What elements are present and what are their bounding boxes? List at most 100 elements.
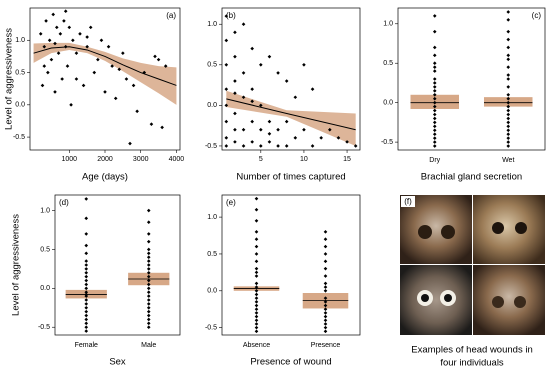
eye: [418, 225, 432, 239]
point: [432, 132, 437, 137]
point: [40, 83, 45, 88]
point: [121, 51, 125, 55]
point: [153, 54, 157, 59]
plot-frame: [221, 7, 361, 151]
point: [432, 100, 437, 105]
x-tick-label: 5: [259, 156, 263, 163]
panel-label: (d): [59, 198, 69, 207]
point: [323, 311, 328, 315]
point: [250, 46, 254, 51]
point: [432, 116, 437, 121]
point: [233, 54, 237, 59]
point: [84, 232, 89, 236]
point: [38, 32, 43, 36]
point: [254, 288, 259, 293]
eye: [514, 296, 526, 308]
x-tick-label: Female: [75, 342, 98, 349]
y-axis-label: Level of aggressiveness: [11, 214, 22, 316]
point: [276, 71, 280, 75]
point: [44, 19, 48, 23]
y-tick-label: 0.5: [40, 246, 50, 253]
point: [47, 38, 52, 43]
point: [432, 85, 437, 89]
panel-label: (a): [166, 11, 176, 20]
point: [146, 239, 151, 244]
point: [254, 292, 259, 297]
point: [146, 305, 151, 310]
point: [84, 302, 89, 306]
point: [254, 252, 259, 256]
y-tick-label: 0.5: [207, 251, 217, 258]
point: [163, 64, 168, 68]
point: [146, 321, 151, 326]
point: [146, 325, 151, 330]
point: [254, 296, 259, 300]
point: [254, 266, 259, 271]
point: [267, 131, 272, 136]
point: [345, 140, 349, 144]
point: [84, 267, 89, 271]
point: [254, 322, 259, 326]
photo: [473, 265, 545, 335]
x-tick-label: 2000: [97, 156, 113, 163]
point: [135, 109, 139, 114]
y-tick-label: -0.5: [381, 139, 393, 146]
point: [117, 67, 122, 72]
y-tick-label: 0.5: [207, 62, 217, 69]
point: [284, 144, 289, 148]
point: [84, 298, 89, 302]
point: [259, 63, 263, 67]
point: [432, 128, 437, 133]
point: [128, 141, 132, 146]
point: [233, 127, 237, 132]
y-tick-label: 1.0: [15, 37, 25, 44]
point: [506, 136, 511, 140]
point: [146, 302, 151, 306]
point: [63, 9, 68, 14]
point: [353, 144, 358, 148]
point: [84, 290, 89, 295]
point: [49, 57, 54, 62]
point: [254, 318, 259, 323]
point: [74, 77, 79, 81]
plot-frame: [221, 194, 361, 336]
point: [432, 53, 437, 58]
point: [156, 57, 161, 62]
point: [323, 318, 328, 323]
point: [506, 120, 511, 125]
point: [293, 136, 298, 140]
y-tick-label: -0.5: [205, 324, 217, 331]
point: [84, 286, 89, 291]
point: [254, 230, 259, 234]
point: [146, 274, 151, 279]
point: [241, 71, 246, 75]
point: [506, 65, 511, 69]
point: [323, 322, 328, 326]
point: [254, 307, 259, 312]
point: [146, 263, 151, 267]
point: [323, 281, 328, 286]
point: [233, 140, 237, 144]
point: [432, 65, 437, 69]
point: [233, 30, 237, 35]
point: [254, 300, 259, 304]
point: [71, 38, 75, 43]
point: [84, 251, 89, 256]
point: [276, 144, 280, 148]
y-tick-label: -0.5: [205, 143, 217, 150]
point: [506, 53, 511, 58]
point: [224, 38, 229, 43]
point: [302, 63, 306, 67]
point: [506, 37, 511, 42]
point: [323, 314, 328, 319]
plot-frame: [29, 7, 181, 151]
y-tick-label: 1.0: [207, 214, 217, 221]
point: [84, 321, 89, 326]
point: [254, 237, 259, 242]
point: [432, 92, 437, 97]
point: [267, 54, 272, 59]
point: [506, 132, 511, 137]
point: [432, 45, 437, 50]
